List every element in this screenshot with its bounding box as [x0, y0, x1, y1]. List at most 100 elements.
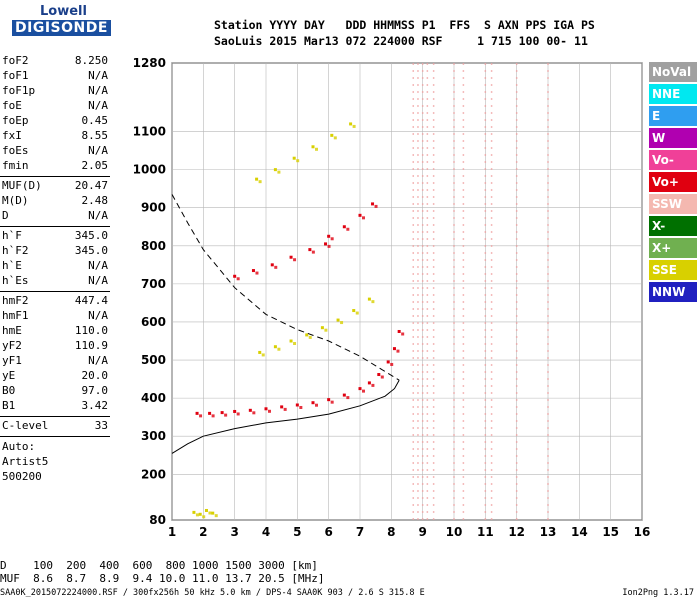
y-tick-label: 800 [141, 239, 166, 253]
echo-point [315, 403, 318, 407]
y-tick-label: 500 [141, 353, 166, 367]
echo-point [299, 405, 303, 409]
echo-point [208, 511, 212, 515]
echo-point [352, 309, 356, 313]
legend-entry: Vo- [649, 150, 697, 170]
echo-point [327, 234, 331, 238]
parameter-name: D [2, 209, 9, 222]
echo-point [311, 250, 315, 254]
echo-point [233, 274, 237, 278]
parameter-value: N/A [88, 209, 108, 222]
echo-point [397, 329, 401, 333]
echo-point [367, 297, 371, 301]
echo-point [342, 393, 346, 397]
echo-point [320, 326, 324, 330]
lowell-digisonde-logo: Lowell DIGISONDE [2, 4, 112, 44]
echo-point [401, 332, 405, 336]
echo-point [296, 159, 300, 163]
echo-point [255, 177, 259, 181]
x-tick-label: 12 [508, 525, 525, 539]
echo-point [280, 405, 284, 409]
x-tick-label: 8 [387, 525, 395, 539]
parameter-name: fxI [2, 129, 22, 142]
parameter-name: h`F2 [2, 244, 29, 257]
echo-point [195, 513, 199, 517]
divider [0, 436, 110, 437]
echo-point [324, 328, 328, 332]
parameter-panel: foF2 8.250 foF1 N/A foF1p N/A foE N/A foEp 0.45 fx… [0, 54, 110, 484]
parameter-name: B1 [2, 399, 16, 412]
x-tick-label: 16 [634, 525, 651, 539]
parameter-row: h`E N/A [0, 259, 110, 274]
echo-point [349, 122, 353, 126]
parameter-name: foEs [2, 144, 29, 157]
echo-point [330, 237, 334, 241]
logo-digisonde-text: DIGISONDE [12, 20, 111, 36]
echo-point [195, 411, 199, 415]
legend-entry: NNW [649, 282, 697, 302]
parameter-name: h`Es [2, 274, 29, 287]
divider [0, 176, 110, 177]
autoscaling-line: Artist5 [2, 455, 49, 468]
x-tick-label: 3 [230, 525, 238, 539]
parameter-row: MUF(D) 20.47 [0, 179, 110, 194]
echo-point [270, 263, 274, 267]
parameter-row: hmF1 N/A [0, 309, 110, 324]
echo-point [220, 411, 224, 415]
echo-point [333, 136, 337, 140]
echo-point [371, 383, 375, 387]
parameter-name: M(D) [2, 194, 29, 207]
echo-point [327, 244, 331, 248]
echo-point [336, 318, 340, 322]
echo-point [211, 414, 215, 418]
echo-point [198, 512, 202, 516]
echo-point [324, 242, 328, 246]
echo-point [273, 168, 277, 172]
parameter-name: yE [2, 369, 16, 382]
echo-point [392, 347, 396, 351]
plot-frame [171, 62, 643, 521]
parameter-row: h`F2 345.0 [0, 244, 110, 259]
legend-entry: E [649, 106, 697, 126]
x-tick-label: 6 [324, 525, 332, 539]
echo-point [251, 269, 255, 273]
parameter-row: hmF2 447.4 [0, 294, 110, 309]
legend-entry: Vo+ [649, 172, 697, 192]
echo-point [340, 321, 344, 325]
parameter-name: C-level [2, 419, 49, 432]
echo-point [293, 258, 297, 262]
legend-entry: NNE [649, 84, 697, 104]
echo-point [208, 411, 212, 415]
parameter-row: hmE 110.0 [0, 324, 110, 339]
echo-point [202, 515, 206, 519]
y-tick-label: 400 [141, 391, 166, 405]
echo-point [252, 411, 256, 415]
echo-point [311, 401, 315, 405]
echo-point [192, 510, 196, 514]
echo-point [311, 145, 315, 149]
x-tick-label: 10 [446, 525, 463, 539]
x-tick-label: 14 [571, 525, 588, 539]
parameter-row: D N/A [0, 209, 110, 224]
divider [0, 226, 110, 227]
station-header-values: SaoLuis 2015 Mar13 072 224000 RSF 1 715 … [214, 34, 588, 48]
logo-lowell-text: Lowell [40, 4, 87, 19]
parameter-value: 345.0 [74, 244, 108, 257]
muf-row: MUF 8.6 8.7 8.9 9.4 10.0 11.0 13.7 20.5 … [0, 572, 325, 585]
parameter-value: N/A [88, 99, 108, 112]
y-tick-label: 80 [149, 513, 166, 527]
x-tick-label: 4 [262, 525, 270, 539]
echo-point [289, 339, 293, 343]
parameter-value: N/A [88, 144, 108, 157]
x-tick-label: 7 [356, 525, 364, 539]
echo-point [289, 255, 293, 259]
echo-point [390, 362, 394, 366]
parameter-row: fxI 8.55 [0, 129, 110, 144]
echo-point [264, 407, 268, 411]
parameter-value: N/A [88, 354, 108, 367]
parameter-row: B1 3.42 [0, 399, 110, 414]
divider [0, 416, 110, 417]
legend-entry: X+ [649, 238, 697, 258]
parameter-value: 110.0 [74, 324, 108, 337]
parameter-name: foF1p [2, 84, 36, 97]
